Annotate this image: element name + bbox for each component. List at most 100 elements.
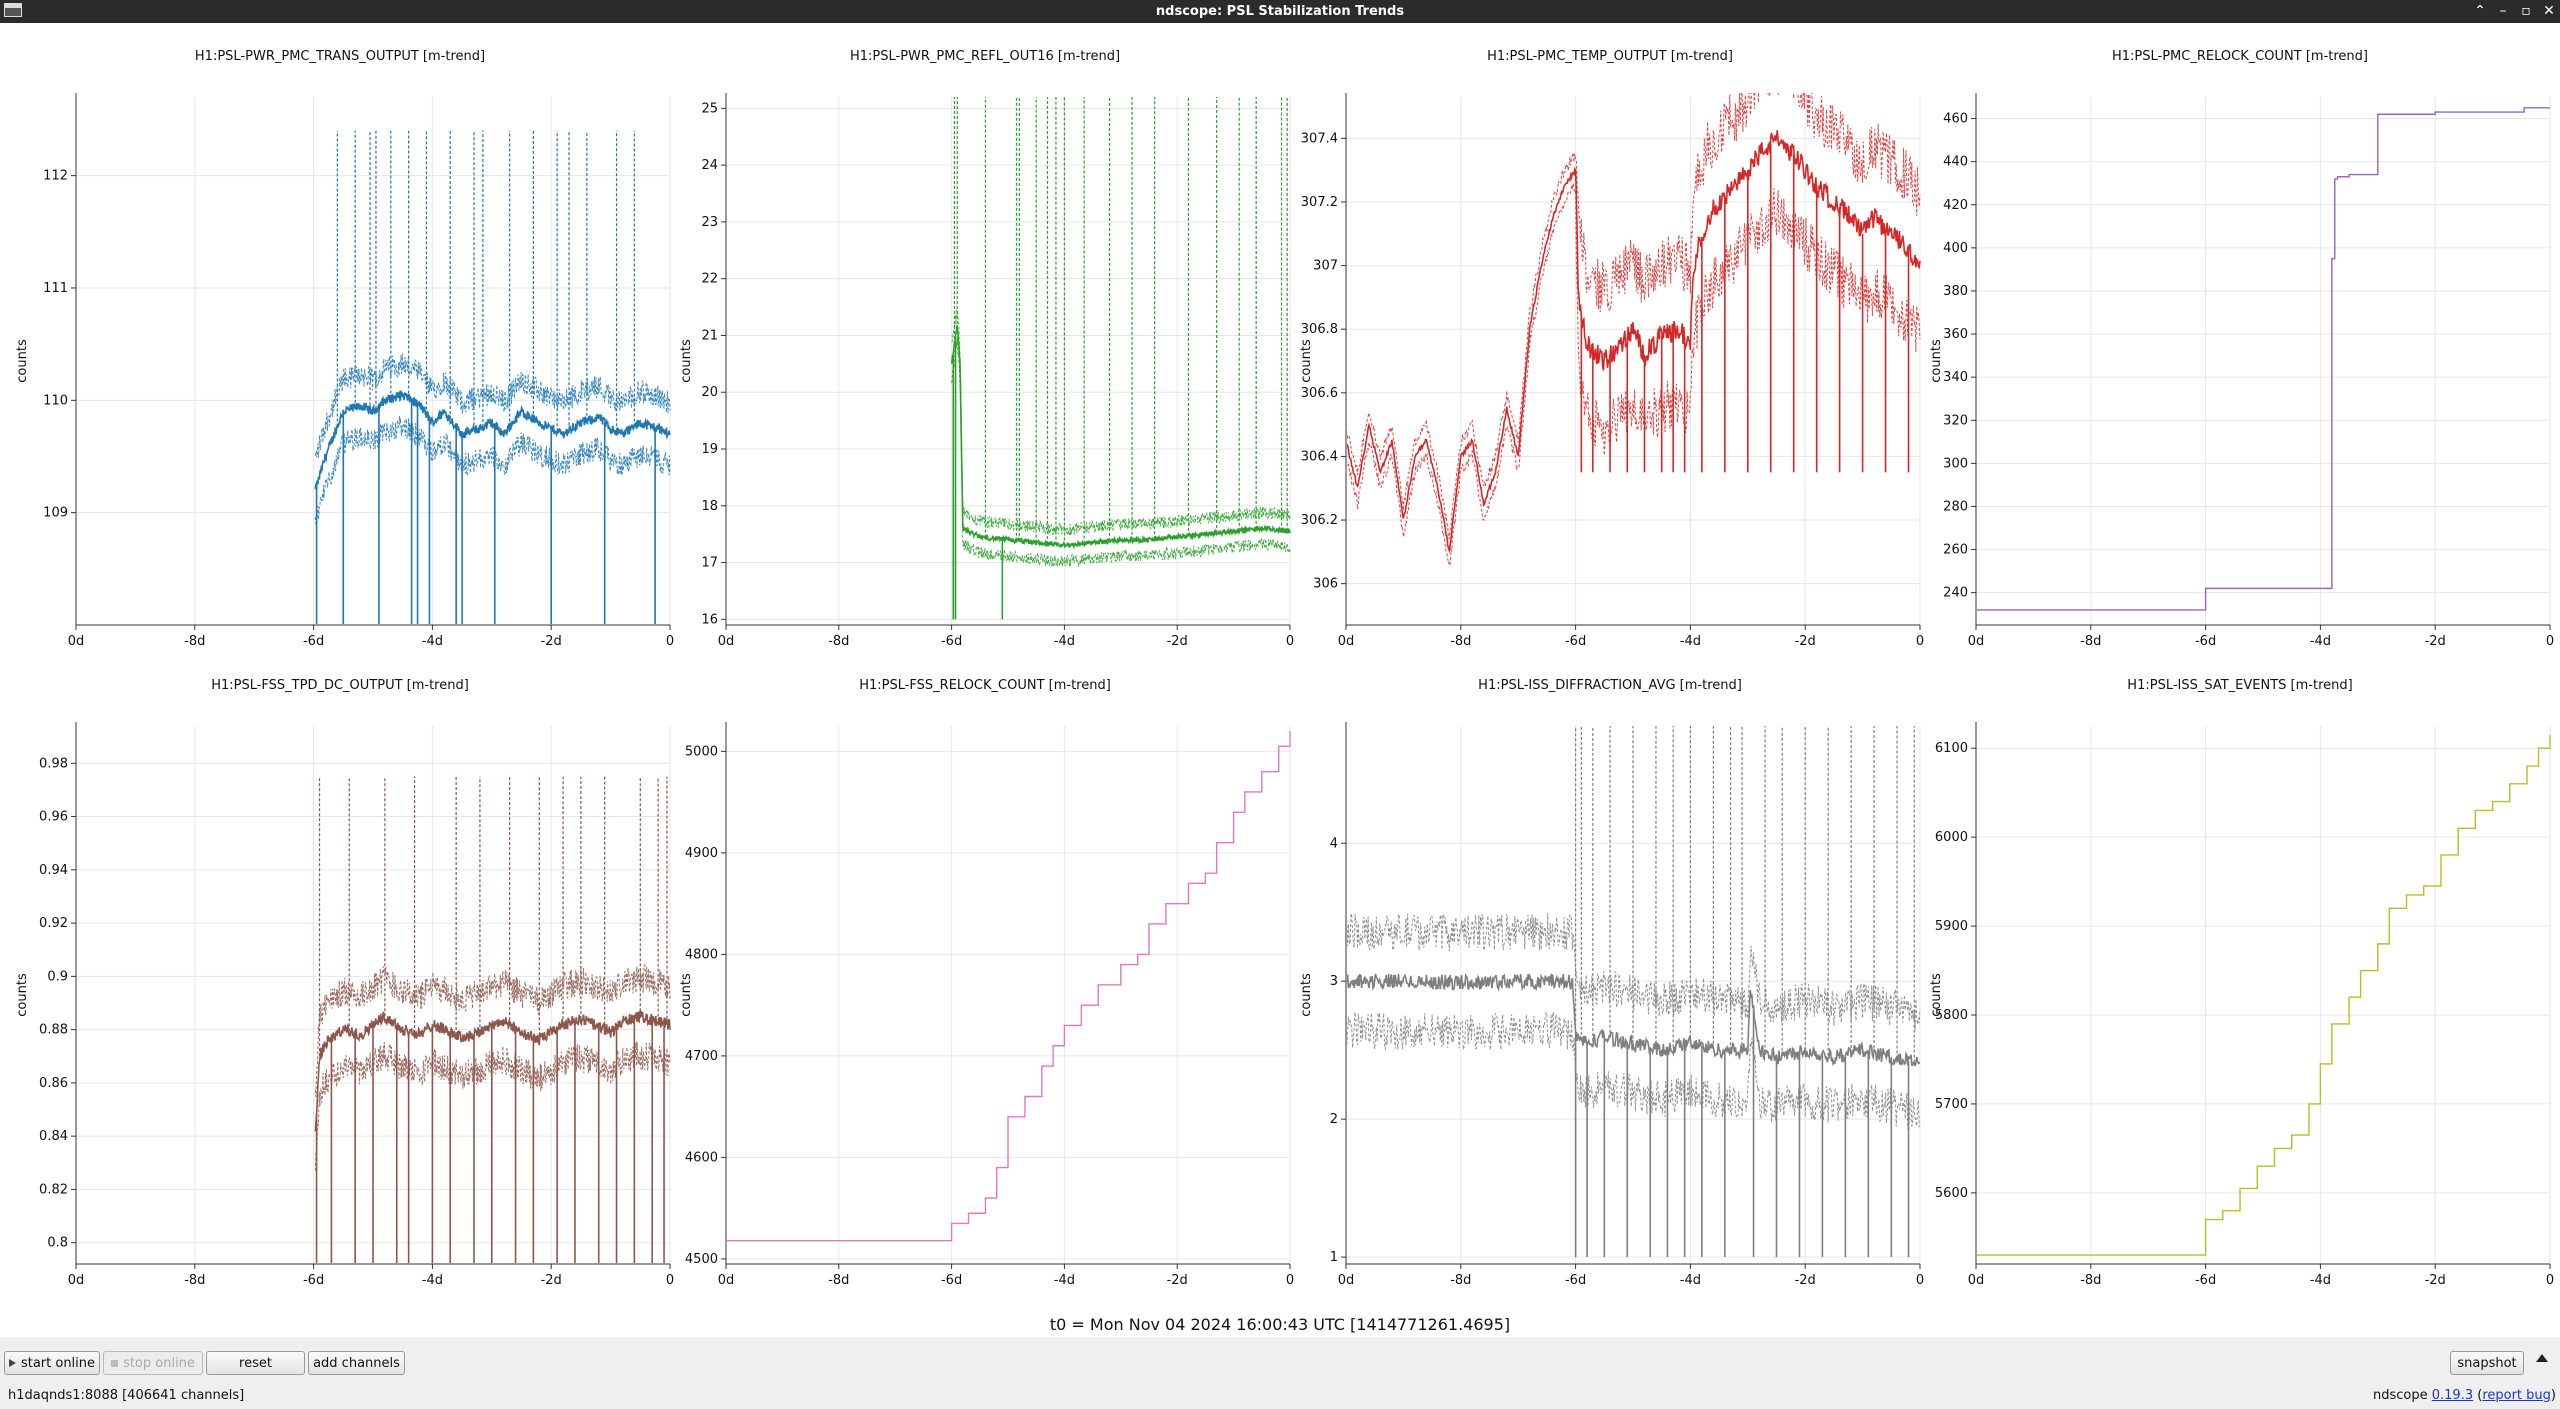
y-tick-label: 22 (701, 272, 718, 287)
y-tick-label: 25 (701, 101, 718, 116)
series-group (314, 776, 671, 1263)
snapshot-button[interactable]: snapshot (2450, 1351, 2524, 1375)
shade-icon[interactable]: ⌃ (2474, 3, 2486, 19)
plot-title: H1:PSL-FSS_TPD_DC_OUTPUT [m-trend] (211, 678, 469, 693)
x-tick-label: 0d (718, 634, 735, 649)
app-window-icon (4, 3, 22, 17)
plot-canvas[interactable]: 306 306.2 306.4 306.6 306.8 307 307.2 307.4 0d -8… (1290, 47, 1930, 667)
plot-iss-sat-events[interactable]: H1:PSL-ISS_SAT_EVENTS [m-trend] 5600 5700… (1920, 676, 2560, 1306)
x-tick-label: -8d (184, 1273, 205, 1288)
x-tick-label: 0 (1286, 1273, 1294, 1288)
window-title: ndscope: PSL Stabilization Trends (1155, 4, 1405, 19)
series-mean (1347, 130, 1921, 554)
x-tick-label: 0d (68, 634, 85, 649)
plot-canvas[interactable]: 109 110 111 112 0d -8d -6d -4d -2d 0 counts (0, 47, 680, 667)
series-max (1347, 93, 1921, 540)
x-tick-label: -6d (941, 634, 962, 649)
x-tick-label: -8d (828, 634, 849, 649)
minimize-icon[interactable]: – (2499, 3, 2507, 19)
y-tick-label: 420 (1943, 198, 1968, 213)
series-mean (1347, 972, 1921, 1067)
x-tick-label: -2d (2425, 1273, 2446, 1288)
y-tick-label: 16 (701, 612, 718, 627)
plot-pwr-pmc-refl-out16[interactable]: H1:PSL-PWR_PMC_REFL_OUT16 [m-trend] 16 17… (670, 47, 1300, 667)
stop-online-button[interactable]: stop online (103, 1351, 203, 1375)
y-tick-label: 5000 (685, 744, 718, 759)
plot-canvas[interactable]: 1 2 3 4 0d -8d -6d -4d -2d 0 counts (1290, 676, 1930, 1306)
x-tick-label: -4d (1054, 634, 1075, 649)
x-tick-label: -4d (2310, 1273, 2331, 1288)
plot-title: H1:PSL-PWR_PMC_REFL_OUT16 [m-trend] (849, 49, 1121, 64)
y-tick-label: 4800 (685, 947, 718, 962)
play-icon (8, 1359, 16, 1367)
add-channels-button[interactable]: add channels (308, 1351, 405, 1375)
collapse-up-icon[interactable] (2536, 1354, 2548, 1362)
x-tick-label: 0 (666, 1273, 674, 1288)
maximize-icon[interactable]: ▫ (2521, 3, 2531, 19)
series-group (1347, 93, 1921, 566)
x-tick-label: -4d (422, 634, 443, 649)
series-min (951, 337, 1291, 568)
plot-canvas[interactable]: 16 17 18 19 20 21 22 23 24 25 0d -8d -6d -4d -2d 0 count… (670, 47, 1300, 667)
plot-pwr-pmc-trans-output[interactable]: H1:PSL-PWR_PMC_TRANS_OUTPUT [m-trend] 10… (0, 47, 680, 667)
y-axis-label: counts (679, 339, 694, 383)
y-tick-label: 4600 (685, 1150, 718, 1165)
y-axis-label: counts (679, 973, 694, 1017)
y-axis-label: counts (1299, 339, 1314, 383)
series-line (1977, 734, 2551, 1256)
y-tick-label: 307.2 (1301, 195, 1338, 210)
plot-fss-relock-count[interactable]: H1:PSL-FSS_RELOCK_COUNT [m-trend] 4500 46… (670, 676, 1300, 1306)
y-tick-label: 440 (1943, 155, 1968, 170)
series-group (727, 731, 1291, 1242)
x-tick-label: -2d (1167, 1273, 1188, 1288)
version-link[interactable]: 0.19.3 (2431, 1388, 2474, 1403)
plot-fss-tpd-dc-output[interactable]: H1:PSL-FSS_TPD_DC_OUTPUT [m-trend] 0.8 0.… (0, 676, 680, 1306)
plot-title: H1:PSL-ISS_SAT_EVENTS [m-trend] (2127, 678, 2353, 693)
y-tick-label: 306.6 (1301, 386, 1338, 401)
plot-pmc-relock-count[interactable]: H1:PSL-PMC_RELOCK_COUNT [m-trend] 240 260… (1920, 47, 2560, 667)
report-bug-link[interactable]: report bug (2482, 1388, 2551, 1403)
y-tick-label: 0.84 (39, 1129, 68, 1144)
series-group (950, 97, 1291, 620)
series-group (1347, 726, 1921, 1258)
y-tick-label: 4 (1330, 836, 1338, 851)
control-bar: start online stop online reset add chann… (0, 1337, 2560, 1383)
plot-canvas[interactable]: 240 260 280 300 320 340 360 380 400 420 440 460 0d -8… (1920, 47, 2560, 667)
y-axis-label: counts (15, 339, 30, 383)
y-tick-label: 0.86 (39, 1076, 68, 1091)
x-tick-label: 0 (2546, 1273, 2554, 1288)
y-tick-label: 4900 (685, 846, 718, 861)
x-tick-label: 0d (718, 1273, 735, 1288)
plot-pmc-temp-output[interactable]: H1:PSL-PMC_TEMP_OUTPUT [m-trend] 306 306.… (1290, 47, 1930, 667)
grid (1345, 97, 1921, 625)
y-tick-label: 0.88 (39, 1023, 68, 1038)
start-online-button[interactable]: start online (4, 1351, 100, 1375)
y-tick-label: 0.94 (39, 863, 68, 878)
plot-title: H1:PSL-ISS_DIFFRACTION_AVG [m-trend] (1478, 678, 1742, 693)
close-icon[interactable]: ✕ (2543, 3, 2555, 19)
x-tick-label: -2d (1795, 634, 1816, 649)
y-tick-label: 0.82 (39, 1182, 68, 1197)
x-tick-label: 0d (1968, 1273, 1985, 1288)
x-tick-label: -8d (184, 634, 205, 649)
x-tick-label: -8d (1450, 1273, 1471, 1288)
y-tick-label: 340 (1943, 370, 1968, 385)
x-tick-label: -4d (2310, 634, 2331, 649)
y-tick-label: 5800 (1935, 1008, 1968, 1023)
x-tick-label: 0 (2546, 634, 2554, 649)
y-tick-label: 307 (1313, 259, 1338, 274)
plot-canvas[interactable]: 0.8 0.82 0.84 0.86 0.88 0.9 0.92 0.94 0.96 0.98 0d… (0, 676, 680, 1306)
y-tick-label: 306.8 (1301, 322, 1338, 337)
plot-iss-diffraction-avg[interactable]: H1:PSL-ISS_DIFFRACTION_AVG [m-trend] 1 2 3… (1290, 676, 1930, 1306)
grid (725, 97, 1291, 625)
series-min (314, 1042, 671, 1171)
reset-button[interactable]: reset (206, 1351, 305, 1375)
plot-canvas[interactable]: 5600 5700 5800 5900 6000 6100 0d -8d -6d -4d -2d 0 c… (1920, 676, 2560, 1306)
series-max (951, 309, 1291, 536)
y-tick-label: 0.9 (47, 969, 68, 984)
x-tick-label: 0d (1968, 634, 1985, 649)
y-tick-label: 19 (701, 442, 718, 457)
y-axis-label: counts (1299, 973, 1314, 1017)
plot-canvas[interactable]: 4500 4600 4700 4800 4900 5000 0d -8d -6d -4d -2d 0 c… (670, 676, 1300, 1306)
window-titlebar: ndscope: PSL Stabilization Trends ⌃ – ▫ … (0, 0, 2560, 23)
